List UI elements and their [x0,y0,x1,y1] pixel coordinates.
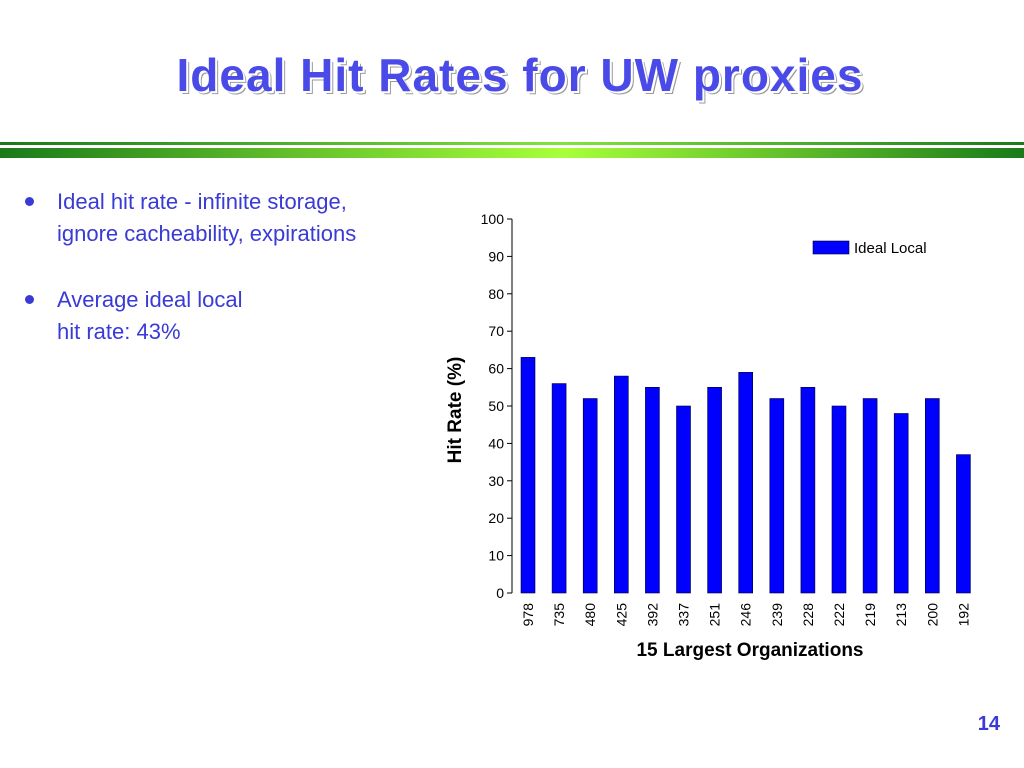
y-tick-label: 0 [496,585,504,601]
bullet-line: hit rate: 43% [57,319,181,344]
bullet-line: Average ideal local [57,287,243,312]
x-tick-label: 239 [769,603,785,627]
bar [769,398,785,594]
y-tick-label: 10 [488,548,504,564]
x-tick-label: 425 [613,603,629,627]
bullet-item: Ideal hit rate - infinite storage, ignor… [16,186,456,250]
y-tick-label: 70 [488,323,504,339]
y-tick-label: 30 [488,473,504,489]
x-tick-label: 219 [862,603,878,627]
x-tick-label: 735 [551,603,567,627]
bar [924,398,940,594]
x-tick-label: 222 [831,603,847,627]
hit-rate-bar-chart: 0 10 20 30 40 50 60 70 80 90 100 Hit Rate (%) 978 735… [445,211,971,661]
x-tick-label: 978 [520,603,536,627]
legend-swatch [812,240,850,255]
bar [862,398,878,594]
bar [800,387,816,594]
y-tick-label: 50 [488,398,504,414]
x-tick-label: 392 [644,603,660,627]
bullet-dot-icon [25,295,34,304]
bar [614,375,629,594]
x-tick-label: 480 [582,603,598,627]
bar [582,398,598,594]
bar [738,372,754,594]
y-tick-label: 80 [488,286,504,302]
y-tick-label: 100 [481,211,505,227]
bar [893,413,909,594]
y-tick-label: 90 [488,248,504,264]
x-tick-label: 337 [676,603,692,627]
slide-number: 14 [977,713,1000,735]
x-tick-label: 200 [924,603,940,627]
bullet-item: Average ideal local hit rate: 43% [16,284,456,348]
x-tick-label: 246 [738,603,754,627]
x-tick-label: 251 [707,603,723,627]
slide-title: Ideal Hit Rates for UW proxies [176,49,864,101]
legend-label: Ideal Local [854,240,927,257]
x-tick-label: 192 [955,603,971,627]
bullet-line: Ideal hit rate - infinite storage, [57,189,347,214]
bar [707,387,722,594]
bar [956,454,971,594]
bullet-line: ignore cacheability, expirations [57,221,357,246]
bullet-list: Ideal hit rate - infinite storage, ignor… [16,186,456,382]
y-axis-title: Hit Rate (%) [445,357,466,464]
bar [551,383,567,594]
bar [831,405,847,594]
x-tick-label: 228 [800,603,816,627]
title-rule-thin [0,142,1024,145]
x-tick-label: 213 [893,603,909,627]
bullet-dot-icon [25,197,34,206]
title-rule-thick [0,148,1024,158]
bar [520,357,536,594]
y-tick-label: 40 [488,435,504,451]
y-tick-label: 20 [488,510,504,526]
bar [676,405,691,594]
y-tick-label: 60 [488,361,504,377]
bar [645,387,660,594]
x-axis-title: 15 Largest Organizations [636,640,863,661]
